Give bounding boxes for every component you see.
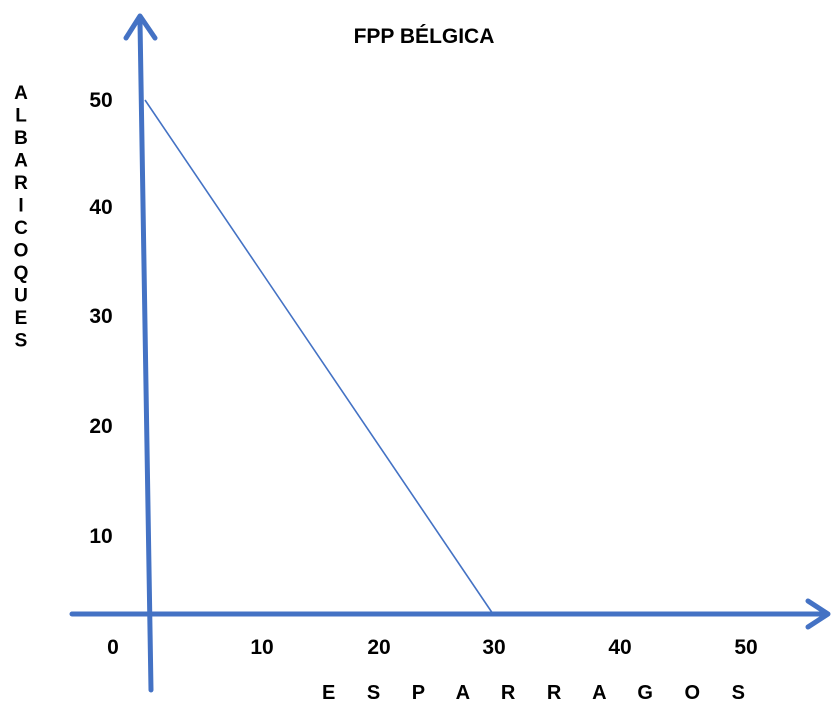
ppf-line xyxy=(144,99,494,615)
y-axis-label-letter: L xyxy=(15,106,27,127)
y-axis-arrowhead xyxy=(123,13,158,41)
y-axis-label-letter: I xyxy=(18,196,23,217)
y-axis-label-letter: B xyxy=(14,128,28,149)
series-layer xyxy=(144,99,494,615)
x-tick-labels: 0 10 20 30 40 50 xyxy=(107,636,758,659)
y-tick-label: 20 xyxy=(89,415,112,438)
y-axis-label-letter: U xyxy=(14,286,28,307)
y-tick-label: 30 xyxy=(89,305,112,328)
chart-title: FPP BÉLGICA xyxy=(354,25,495,48)
y-tick-label: 40 xyxy=(89,196,112,219)
x-axis-label: E S P A R R A G O S xyxy=(322,682,758,704)
y-axis-label-letter: E xyxy=(15,308,28,329)
y-axis-label-letter: A xyxy=(14,83,28,104)
y-tick-labels: 10 20 30 40 50 xyxy=(89,89,112,548)
x-tick-label: 40 xyxy=(608,636,631,659)
y-axis-label-letter: Q xyxy=(14,263,29,284)
y-axis xyxy=(137,19,154,693)
y-tick-label: 50 xyxy=(89,89,112,112)
y-axis-label-letter: R xyxy=(14,173,28,194)
x-axis-arrowhead xyxy=(805,598,831,630)
y-axis-label-letter: S xyxy=(15,331,28,352)
x-tick-label: 50 xyxy=(734,636,757,659)
x-tick-label: 10 xyxy=(250,636,273,659)
x-tick-label: 0 xyxy=(107,636,119,659)
x-tick-label: 30 xyxy=(482,636,505,659)
y-axis-label-letter: C xyxy=(14,218,28,239)
y-tick-label: 10 xyxy=(89,525,112,548)
y-axis-label-letter: A xyxy=(14,151,28,172)
x-tick-label: 20 xyxy=(367,636,390,659)
y-axis-label-letter: O xyxy=(14,241,29,262)
